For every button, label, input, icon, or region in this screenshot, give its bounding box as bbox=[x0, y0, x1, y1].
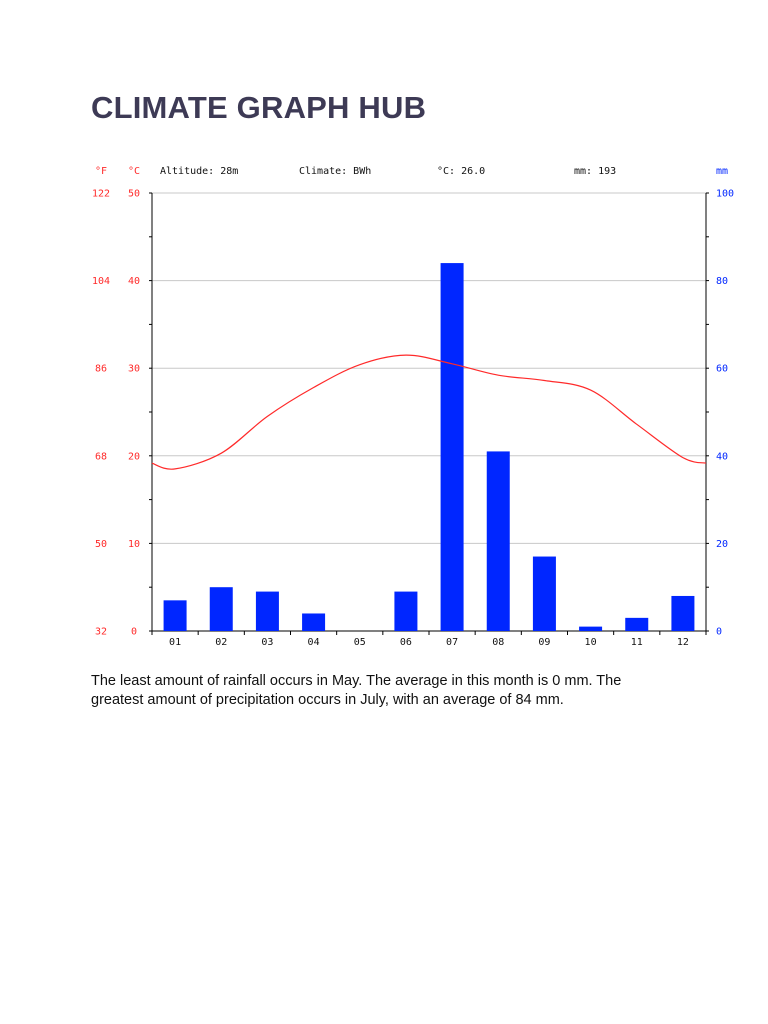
month-tick-label: 03 bbox=[261, 637, 273, 648]
month-tick-label: 04 bbox=[308, 637, 320, 648]
month-tick-label: 08 bbox=[492, 637, 504, 648]
precipitation-bar bbox=[163, 600, 187, 631]
celsius-tick-label: 50 bbox=[128, 189, 140, 200]
precipitation-bar bbox=[579, 626, 603, 631]
month-tick-label: 07 bbox=[446, 637, 458, 648]
precipitation-bar bbox=[532, 556, 556, 631]
fahrenheit-tick-label: 122 bbox=[92, 189, 110, 200]
precipitation-tick-label: 80 bbox=[716, 276, 728, 287]
fahrenheit-tick-label: 32 bbox=[95, 627, 107, 638]
celsius-tick-label: 0 bbox=[131, 627, 137, 638]
fahrenheit-tick-label: 86 bbox=[95, 364, 107, 375]
celsius-tick-label: 20 bbox=[128, 451, 140, 462]
month-tick-label: 05 bbox=[354, 637, 366, 648]
celsius-tick-label: 10 bbox=[128, 539, 140, 550]
rainfall-summary-text: The least amount of rainfall occurs in M… bbox=[91, 673, 622, 708]
mean-temperature-label: °C: 26.0 bbox=[437, 166, 485, 177]
mm-unit-label: mm bbox=[716, 166, 728, 177]
page-title: CLIMATE GRAPH HUB bbox=[91, 90, 427, 125]
precipitation-bar bbox=[209, 587, 233, 631]
month-tick-label: 09 bbox=[538, 637, 550, 648]
precipitation-tick-label: 0 bbox=[716, 627, 722, 638]
fahrenheit-tick-label: 104 bbox=[92, 276, 110, 287]
total-precipitation-label: mm: 193 bbox=[574, 166, 616, 177]
precipitation-bar bbox=[671, 595, 695, 631]
month-tick-label: 01 bbox=[169, 637, 181, 648]
celsius-tick-label: 30 bbox=[128, 364, 140, 375]
fahrenheit-unit-label: °F bbox=[95, 166, 107, 177]
month-tick-label: 02 bbox=[215, 637, 227, 648]
precipitation-bar bbox=[440, 263, 464, 631]
temperature-line bbox=[151, 354, 707, 470]
altitude-label: Altitude: 28m bbox=[160, 166, 238, 177]
month-tick-label: 12 bbox=[677, 637, 689, 648]
climate-chart: °F °C Altitude: 28m Climate: BWh °C: 26.… bbox=[92, 166, 734, 649]
precipitation-bar bbox=[394, 591, 418, 631]
precipitation-bar bbox=[255, 591, 279, 631]
precipitation-tick-label: 60 bbox=[716, 364, 728, 375]
precipitation-bar bbox=[625, 617, 649, 631]
month-tick-label: 06 bbox=[400, 637, 412, 648]
precipitation-bar bbox=[302, 613, 326, 631]
fahrenheit-tick-label: 68 bbox=[95, 451, 107, 462]
celsius-tick-label: 40 bbox=[128, 276, 140, 287]
month-tick-label: 10 bbox=[585, 637, 597, 648]
precipitation-tick-label: 40 bbox=[716, 451, 728, 462]
precipitation-tick-label: 100 bbox=[716, 189, 734, 200]
climate-label: Climate: BWh bbox=[299, 166, 371, 177]
precipitation-tick-label: 20 bbox=[716, 539, 728, 550]
month-tick-label: 11 bbox=[631, 637, 643, 648]
precipitation-bar bbox=[486, 451, 510, 631]
fahrenheit-tick-label: 50 bbox=[95, 539, 107, 550]
celsius-unit-label: °C bbox=[128, 166, 140, 177]
